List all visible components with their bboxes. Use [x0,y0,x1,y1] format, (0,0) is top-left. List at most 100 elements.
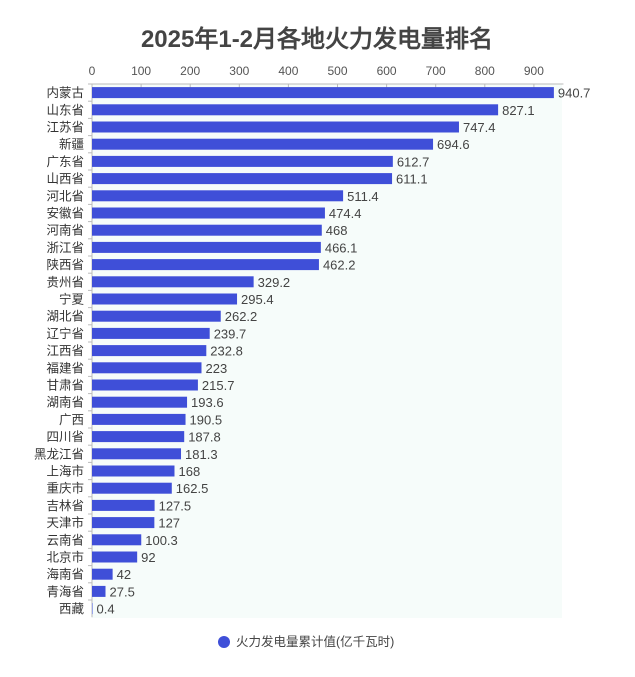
data-label: 187.8 [188,430,221,445]
bar[interactable] [92,431,185,443]
bar[interactable] [92,310,221,322]
bar[interactable] [92,396,188,408]
category-label: 安徽省 [46,206,84,221]
bar[interactable] [92,345,207,357]
bar[interactable] [92,379,198,391]
bar[interactable] [92,138,434,150]
category-label: 辽宁省 [46,326,84,341]
data-label: 193.6 [191,395,224,410]
data-label: 190.5 [190,412,223,427]
x-tick-label: 400 [278,64,298,78]
category-label: 福建省 [46,360,84,375]
data-label: 511.4 [347,189,379,204]
x-tick-label: 900 [524,64,544,78]
bar[interactable] [92,517,155,529]
bar[interactable] [92,121,459,133]
data-label: 940.7 [558,86,591,101]
data-label: 42 [117,567,131,582]
data-label: 612.7 [397,154,430,169]
data-label: 168 [178,464,200,479]
data-label: 827.1 [502,103,535,118]
bar[interactable] [92,293,238,305]
category-label: 甘肃省 [46,379,84,393]
data-label: 747.4 [463,120,496,135]
data-label: 181.3 [185,447,218,462]
category-label: 湖北省 [46,309,84,324]
category-label: 山西省 [46,172,84,186]
category-label: 宁夏 [59,292,85,307]
bar[interactable] [92,448,182,460]
x-tick-label: 100 [131,64,151,78]
data-label: 223 [205,361,227,376]
bar[interactable] [92,224,322,236]
bar[interactable] [92,87,554,99]
bar[interactable] [92,568,113,580]
data-label: 215.7 [202,378,235,393]
category-label: 贵州省 [46,275,84,289]
category-label: 西藏 [59,602,85,616]
category-label: 河北省 [46,189,84,203]
x-tick-label: 800 [475,64,495,78]
data-label: 0.4 [97,602,115,617]
bar[interactable] [92,362,202,374]
bar[interactable] [92,207,325,219]
category-label: 广东省 [46,155,84,169]
bar[interactable] [92,482,172,494]
data-label: 462.2 [323,258,356,273]
data-label: 162.5 [176,481,209,496]
data-label: 611.1 [396,172,428,187]
category-label: 江西省 [46,344,84,358]
x-tick-label: 0 [89,64,96,78]
category-label: 北京市 [46,550,84,565]
category-label: 云南省 [46,532,84,547]
bar[interactable] [92,155,393,167]
bar[interactable] [92,259,319,271]
data-label: 127.5 [159,498,192,513]
bar[interactable] [92,413,186,425]
category-label: 浙江省 [46,240,84,255]
data-label: 127 [158,516,180,531]
bar[interactable] [92,465,175,477]
data-label: 27.5 [110,584,135,599]
bars: 940.7 827.1 747.4 694.6 612.7 611.1 511.4 474.4… [92,86,590,617]
category-label: 江苏省 [46,120,84,135]
data-label: 232.8 [210,344,243,359]
bar[interactable] [92,190,344,202]
category-label: 陕西省 [46,257,84,272]
bar[interactable] [92,241,321,253]
category-label: 海南省 [46,567,84,582]
category-label: 湖南省 [46,395,84,410]
x-axis: 0 100 200 300 400 500 600 700 800 900 内蒙古山东省江苏省新疆广… [34,64,564,618]
x-tick-label: 300 [229,64,249,78]
bar[interactable] [92,173,393,185]
category-label: 广西 [59,413,84,427]
chart-title: 2025年1-2月各地火力发电量排名 [141,25,493,53]
data-label: 295.4 [241,292,274,307]
data-label: 239.7 [214,326,247,341]
data-label: 329.2 [258,275,291,290]
bar[interactable] [92,585,106,597]
x-tick-label: 700 [426,64,446,78]
data-label: 468 [326,223,348,238]
data-label: 474.4 [329,206,362,221]
bar[interactable] [92,276,254,288]
category-label: 吉林省 [46,499,84,513]
category-label: 山东省 [46,103,84,117]
data-label: 262.2 [225,309,258,324]
category-label: 黑龙江省 [34,447,84,461]
category-label: 上海市 [46,464,84,479]
bar[interactable] [92,104,499,116]
category-label: 新疆 [59,137,84,152]
bar[interactable] [92,499,155,511]
legend-marker [218,636,230,648]
data-label: 92 [141,550,155,565]
category-label: 河南省 [46,223,84,238]
bar[interactable] [92,534,142,546]
bar[interactable] [92,551,138,563]
data-label: 694.6 [437,137,470,152]
bar[interactable] [92,603,93,615]
legend[interactable]: 火力发电量累计值(亿千瓦时) [218,634,394,649]
legend-label: 火力发电量累计值(亿千瓦时) [236,634,394,649]
bar[interactable] [92,327,210,339]
